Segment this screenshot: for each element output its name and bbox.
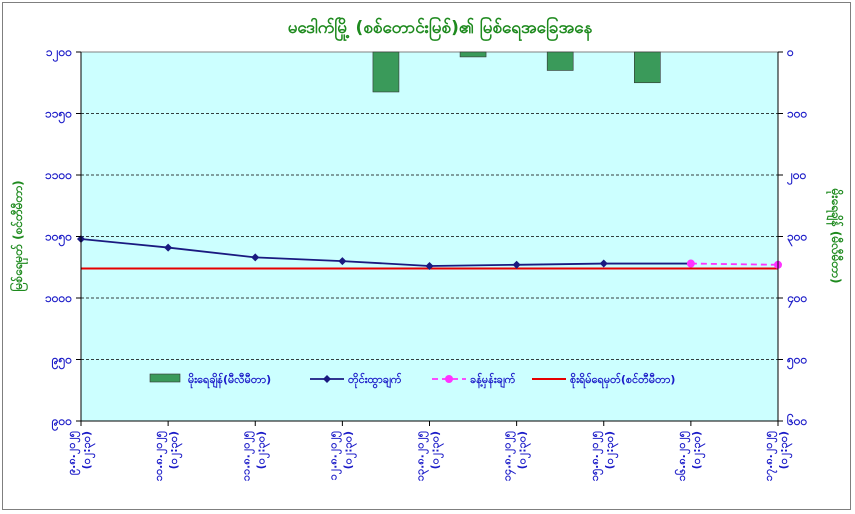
y-right-tick-label: ၄၀၀	[786, 291, 808, 309]
x-tick-label-time: (၀၂:၃၀)	[429, 431, 445, 469]
legend-marker-forecast	[445, 375, 453, 383]
x-tick-label-time: (၀၂:၃၀)	[516, 431, 532, 469]
measured-point	[338, 257, 347, 266]
y-left-tick-label: ၉၀၀	[51, 414, 73, 432]
x-tick-labels: ၉.၈.၂၀၂၅ (၀၂:၃၀) ၁၀.၈.၂၀၂၅ (၀၂:၃၀) ၁၁.၈.၂၀၂၅…	[65, 430, 793, 481]
x-tick-label-time: (၀၂:၃၀)	[777, 431, 793, 469]
x-tick-label-time: (၀၂:၃၀)	[80, 431, 96, 469]
y-left-tick-label: ၁၀၀၀	[45, 291, 72, 305]
legend-label: မိုးရေချိန်(မီလီမီတာ)	[188, 372, 271, 389]
y-right-tick-label: ၂၀၀	[786, 168, 807, 186]
measured-point	[425, 262, 434, 271]
measured-point	[251, 253, 260, 262]
x-tick-label-date: ၉.၈.၂၀၂၅	[65, 430, 81, 475]
rainfall-bar	[459, 51, 487, 58]
forecast-point	[686, 259, 695, 268]
measured-point	[599, 259, 608, 268]
y-left-tick-labels: ၉၀၀ ၉၅၀ ၁၀၀၀ ၁၀၅၀ ၁၁၀၀ ၁၁၅၀ ၁၂၀၀	[45, 45, 72, 432]
x-tick-label-date: ၁၂.၈.၂၀၂၅	[326, 430, 342, 480]
axes	[76, 51, 783, 426]
measured-point	[164, 243, 173, 252]
y-left-tick-label: ၉၅၀	[51, 353, 73, 371]
rainfall-bar	[372, 51, 400, 93]
legend-swatch-rainfall	[149, 373, 181, 383]
y-left-tick-label: ၁၀၅၀	[45, 230, 72, 248]
rainfall-bars	[372, 51, 661, 93]
x-tick-label-time: (၀၂:၃၀)	[603, 431, 619, 469]
grid-lines	[81, 113, 778, 360]
measured-point	[512, 260, 521, 269]
legend-marker-measured	[323, 375, 331, 383]
legend-label: တိုင်းထွာချက်	[348, 372, 402, 389]
x-tick-label-date: ၁၆.၈.၂၀၂၅	[675, 430, 691, 481]
x-tick-label-time: (၀၂:၃၀)	[690, 431, 706, 469]
legend-label: စိုးရိမ်ရေမှတ်(စင်တီမီတာ)	[570, 372, 675, 389]
measured-line	[80, 238, 691, 267]
y-right-tick-label: ၁၀၀	[787, 107, 808, 121]
legend: မိုးရေချိန်(မီလီမီတာ) တိုင်းထွာချက် ခန့်မှ…	[149, 372, 675, 389]
y-right-tick-label: ၅၀၀	[786, 353, 808, 371]
y-right-axis-label: မိုးရေချိန် (မီလီမီတာ)	[825, 188, 845, 284]
rainfall-bar	[546, 51, 574, 71]
y-left-tick-label: ၁၁၀၀	[45, 168, 72, 182]
y-left-axis-label: မြစ်ရေမှတ် (စင်တီမီတာ)	[8, 180, 29, 291]
y-right-tick-label: ၀	[786, 45, 794, 59]
x-tick-label-date: ၁၁.၈.၂၀၂၅	[239, 430, 255, 481]
x-tick-label-date: ၁၅.၈.၂၀၂၅	[588, 430, 604, 481]
forecast-line	[690, 262, 779, 266]
x-tick-label-date: ၁၀.၈.၂၀၂၅	[152, 430, 168, 481]
y-right-tick-label: ၆၀၀	[786, 412, 808, 428]
y-left-tick-label: ၁၂၀၀	[46, 45, 72, 63]
x-tick-label-time: (၀၂:၃၀)	[341, 431, 357, 469]
x-tick-label-date: ၁၃.၈.၂၀၂၅	[414, 430, 430, 481]
legend-label: ခန့်မှန်းချက်	[470, 372, 516, 389]
x-tick-label-date: ၁၇.၈.၂၀၂၅	[762, 430, 778, 481]
chart-title: မဒေါက်မြို့ (စစ်တောင်းမြစ်)၏ မြစ်ရေအခြေအ…	[288, 15, 593, 42]
rainfall-bar	[634, 51, 661, 84]
x-tick-label-time: (၀၂:၃၀)	[254, 431, 270, 469]
x-tick-label-date: ၁၄.၈.၂၀၂၅	[501, 430, 517, 481]
y-right-tick-label: ၃၀၀	[787, 230, 808, 248]
y-left-tick-label: ၁၁၅၀	[45, 107, 72, 125]
x-tick-label-time: (၀၂:၃၀)	[167, 431, 183, 469]
